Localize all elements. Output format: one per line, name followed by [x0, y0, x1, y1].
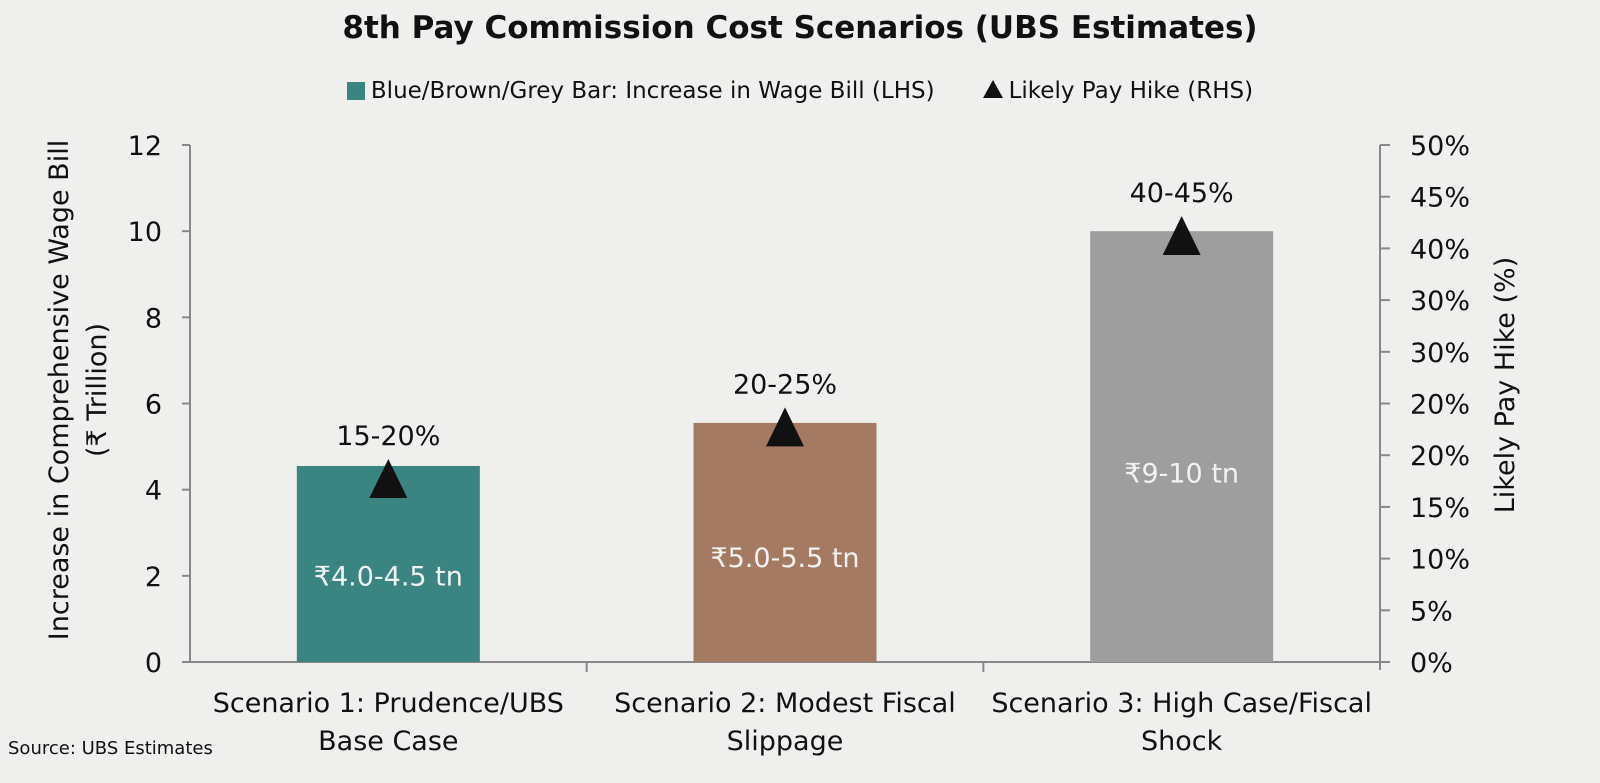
- pay-hike-label: 40-45%: [1130, 178, 1234, 209]
- chart-title: 8th Pay Commission Cost Scenarios (UBS E…: [342, 10, 1258, 46]
- y2-tick-label: 30%: [1410, 338, 1470, 369]
- bar-value-label: ₹9-10 tn: [1124, 458, 1239, 489]
- x-category-label: Scenario 1: Prudence/UBS: [213, 688, 564, 719]
- y-axis-title: Increase in Comprehensive Wage Bill: [44, 140, 75, 640]
- y-tick-label: 6: [145, 390, 162, 421]
- y2-tick-label: 50%: [1410, 131, 1470, 162]
- pay-hike-triangle-marker: [369, 459, 408, 499]
- y-tick-label: 10: [128, 217, 162, 248]
- y2-tick-label: 30%: [1410, 286, 1470, 317]
- y2-tick-label: 45%: [1410, 183, 1470, 214]
- pay-hike-triangle-marker: [766, 407, 804, 447]
- y-tick-label: 4: [145, 476, 162, 507]
- x-category-label: Shock: [1141, 726, 1223, 757]
- y2-tick-label: 10%: [1410, 545, 1470, 576]
- x-category-label: Base Case: [318, 726, 458, 757]
- y2-tick-label: 0%: [1410, 648, 1453, 679]
- y-axis-title-unit: (₹ Trillion): [82, 323, 113, 457]
- legend-bar-swatch: [346, 82, 365, 100]
- bar: [296, 465, 480, 662]
- y-tick-label: 8: [145, 303, 162, 334]
- x-category-label: Scenario 2: Modest Fiscal: [614, 688, 956, 719]
- y-tick-label: 2: [145, 562, 162, 593]
- bar-value-label: ₹4.0-4.5 tn: [314, 562, 463, 593]
- x-category-label: Slippage: [727, 726, 844, 757]
- pay-hike-label: 20-25%: [733, 369, 837, 400]
- bar-value-label: ₹5.0-5.5 tn: [710, 543, 859, 574]
- y-tick-label: 12: [128, 131, 162, 162]
- source-note: Source: UBS Estimates: [8, 738, 213, 759]
- y2-tick-label: 20%: [1410, 441, 1470, 472]
- legend-marker-label: Likely Pay Hike (RHS): [1008, 78, 1254, 104]
- legend-triangle-icon: [982, 80, 1003, 98]
- y2-tick-label: 15%: [1410, 493, 1470, 524]
- pay-hike-triangle-marker: [1162, 216, 1201, 256]
- y2-tick-label: 40%: [1410, 234, 1470, 265]
- bar: [693, 422, 877, 662]
- y2-axis-title: Likely Pay Hike (%): [1490, 257, 1521, 513]
- legend: Blue/Brown/Grey Bar: Increase in Wage Bi…: [0, 78, 1600, 104]
- bar: [1090, 231, 1274, 662]
- y-tick-label: 0: [145, 648, 162, 679]
- legend-bar-label: Blue/Brown/Grey Bar: Increase in Wage Bi…: [370, 78, 935, 104]
- y2-tick-label: 20%: [1410, 390, 1470, 421]
- y2-tick-label: 5%: [1410, 596, 1453, 627]
- pay-hike-label: 15-20%: [336, 421, 440, 452]
- x-category-label: Scenario 3: High Case/Fiscal: [991, 688, 1372, 719]
